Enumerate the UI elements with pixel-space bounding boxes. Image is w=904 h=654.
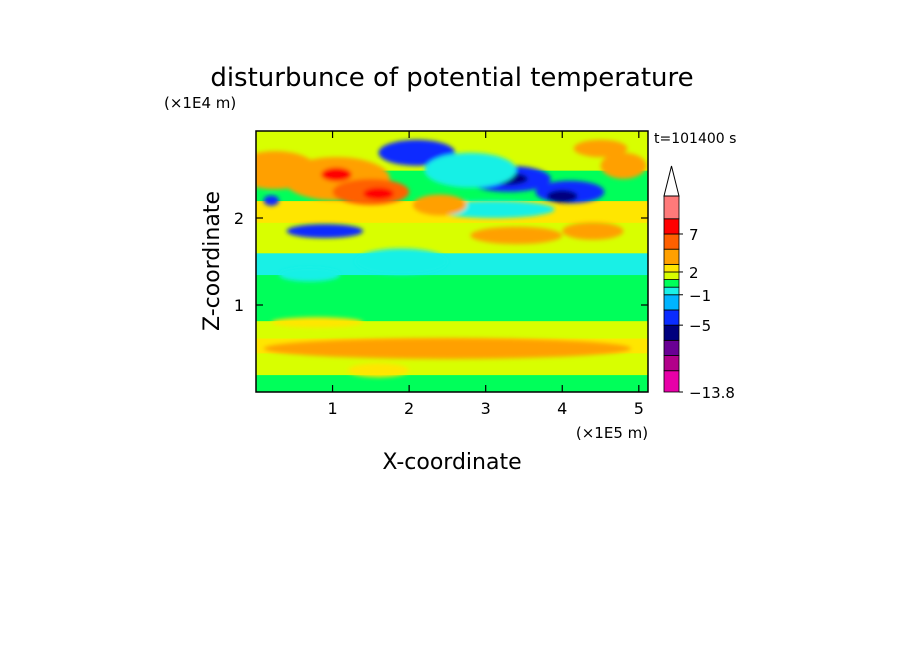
contour-feature-3 [321,167,352,182]
contour-feature-24 [554,382,632,392]
contour-feature-15 [470,226,563,245]
colorbar-segment [663,286,680,296]
contour-features [256,139,647,392]
colorbar-segment [663,195,680,220]
contour-feature-4 [363,187,394,200]
colorbar-segment [663,218,680,235]
contour-feature-22 [271,317,364,328]
x-axis: 1 2 3 4 5 [327,131,644,418]
x-unit-label: (×1E5 m) [576,424,648,442]
colorbar-segment [663,370,680,393]
contour-feature-12 [424,152,517,188]
colorbar-label: 7 [689,226,699,244]
x-tick-label: 1 [327,399,337,418]
x-tick-label: 3 [481,399,491,418]
contour-band-4 [256,309,648,322]
contour-feature-19 [355,248,448,275]
contour-feature-11 [546,190,578,203]
contour-feature-18 [573,139,628,158]
contour-feature-17 [600,152,647,179]
contour-field [256,131,648,392]
plot-frame [255,130,649,393]
colorbar-segment [663,309,680,326]
colorbar-segment [663,263,680,273]
contour-feature-20 [278,267,341,282]
contour-band-6 [256,252,648,276]
contour-feature-16 [562,222,624,240]
colorbar-segment [663,248,680,265]
colorbar-extend-arrow [663,165,680,197]
colorbar-label: −5 [689,317,711,335]
contour-band-0 [256,374,648,392]
colorbar-segment [663,233,680,250]
y-unit-label: (×1E4 m) [164,94,236,112]
colorbar-segment [663,339,680,356]
contour-feature-6 [286,224,364,239]
contour-feature-14 [412,194,467,216]
colorbar: 7 2 −1 −5 −13.8 [663,165,735,402]
chart-title: disturbunce of potential temperature [210,63,693,93]
colorbar-label: −13.8 [689,384,735,402]
x-axis-title: X-coordinate [382,450,521,475]
contour-feature-21 [263,338,632,359]
time-label: t=101400 s [654,131,736,147]
y-tick-label: 1 [234,296,244,315]
y-axis: 12 [234,209,648,315]
colorbar-segment [663,355,680,372]
y-axis-title: Z-coordinate [200,191,225,331]
colorbar-segment [663,279,680,288]
contour-feature-23 [347,363,410,378]
contour-feature-5 [263,195,279,206]
colorbar-segment [663,271,680,280]
colorbar-segment [663,324,680,341]
colorbar-segment [663,294,680,311]
y-tick-label: 2 [234,209,244,228]
x-tick-label: 5 [634,399,644,418]
x-tick-label: 2 [404,399,414,418]
colorbar-label: −1 [689,287,711,305]
colorbar-label: 2 [689,264,699,282]
x-tick-label: 4 [557,399,567,418]
